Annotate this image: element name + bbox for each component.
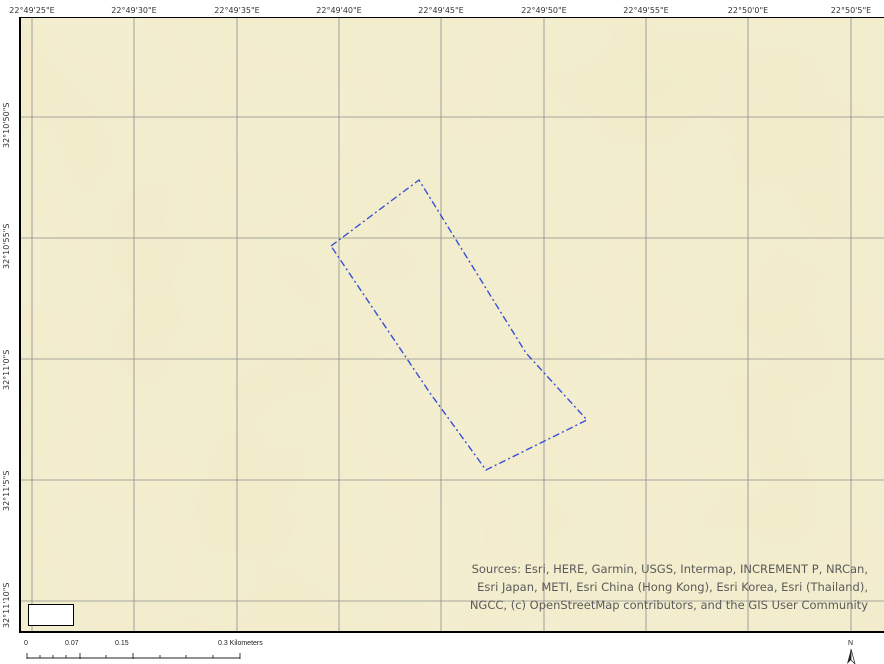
latitude-label: 32°11'0"S bbox=[2, 349, 11, 390]
scale-label: 0 bbox=[24, 640, 28, 647]
longitude-label: 22°50'0"E bbox=[727, 6, 769, 15]
longitude-label: 22°49'35"E bbox=[214, 6, 260, 15]
terrain-texture bbox=[20, 18, 884, 632]
graticule-grid bbox=[20, 18, 884, 632]
north-label: N bbox=[848, 640, 854, 647]
map-canvas[interactable] bbox=[20, 18, 884, 632]
longitude-label: 22°49'55"E bbox=[623, 6, 669, 15]
north-arrow-icon bbox=[847, 648, 856, 664]
longitude-label: 22°49'40"E bbox=[316, 6, 362, 15]
latitude-label: 32°10'50"S bbox=[2, 102, 11, 149]
latitude-label: 32°10'55"S bbox=[2, 223, 11, 270]
scale-bar-graphic bbox=[26, 653, 241, 659]
inset-locator-box bbox=[28, 604, 74, 626]
scale-label: 0.15 bbox=[115, 640, 129, 647]
scale-label: 0.3 Kilometers bbox=[218, 640, 263, 647]
longitude-label: 22°49'25"E bbox=[9, 6, 55, 15]
scale-bar: 0 0.07 0.15 0.3 Kilometers bbox=[18, 640, 278, 664]
scale-label: 0.07 bbox=[65, 640, 79, 647]
map-attribution: Sources: Esri, HERE, Garmin, USGS, Inter… bbox=[469, 562, 868, 612]
longitude-label: 22°49'30"E bbox=[111, 6, 157, 15]
longitude-label: 22°50'5"E bbox=[830, 6, 872, 15]
latitude-label: 32°11'10"S bbox=[2, 582, 11, 629]
north-arrow: N bbox=[843, 640, 859, 664]
parcel-boundary[interactable] bbox=[330, 178, 589, 471]
latitude-label: 32°11'5"S bbox=[2, 470, 11, 511]
longitude-label: 22°49'50"E bbox=[521, 6, 567, 15]
longitude-label: 22°49'45"E bbox=[418, 6, 464, 15]
map-frame[interactable] bbox=[20, 18, 884, 632]
